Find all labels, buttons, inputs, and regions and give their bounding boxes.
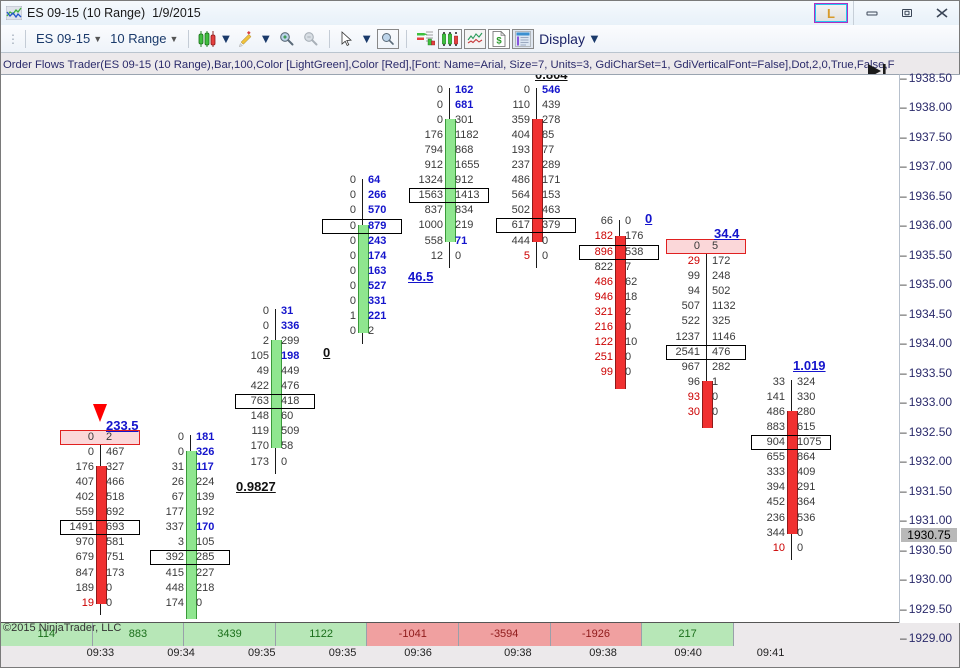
svg-text:$: $ [496, 35, 502, 46]
